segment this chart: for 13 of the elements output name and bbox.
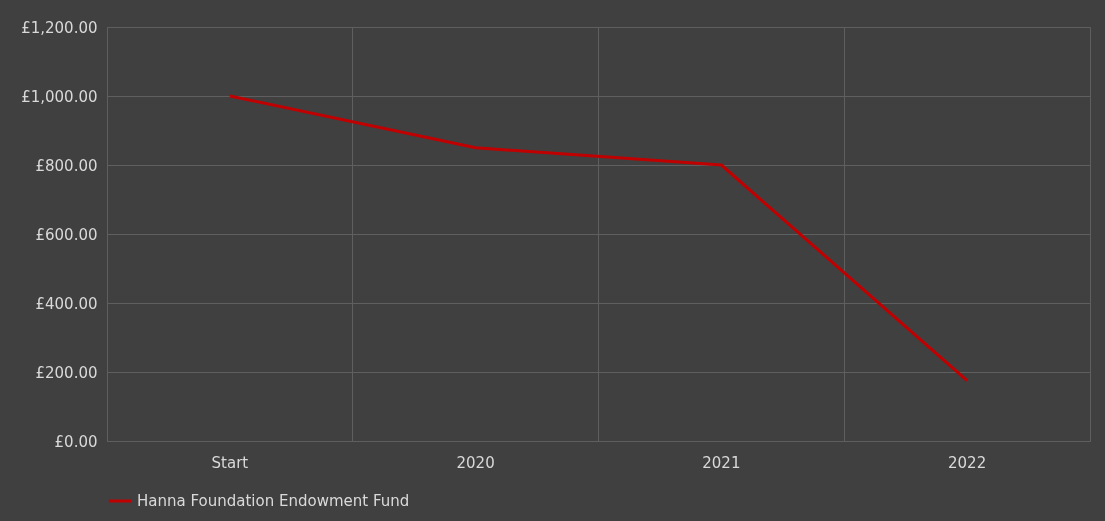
y-tick-label: £800.00 xyxy=(35,156,98,175)
legend-label: Hanna Foundation Endowment Fund xyxy=(137,492,410,510)
y-tick-label: £1,200.00 xyxy=(21,18,98,37)
x-tick-label: Start xyxy=(211,453,249,472)
y-tick-label: £400.00 xyxy=(35,294,98,313)
x-tick-label: 2022 xyxy=(948,453,987,472)
y-tick-label: £600.00 xyxy=(35,225,98,244)
line-series xyxy=(228,94,969,383)
y-tick-label: £1,000.00 xyxy=(21,87,98,106)
y-tick-label: £200.00 xyxy=(35,363,98,382)
y-tick-label: £0.00 xyxy=(54,432,98,451)
x-tick-label: 2021 xyxy=(702,453,741,472)
x-tick-label: 2020 xyxy=(456,453,495,472)
